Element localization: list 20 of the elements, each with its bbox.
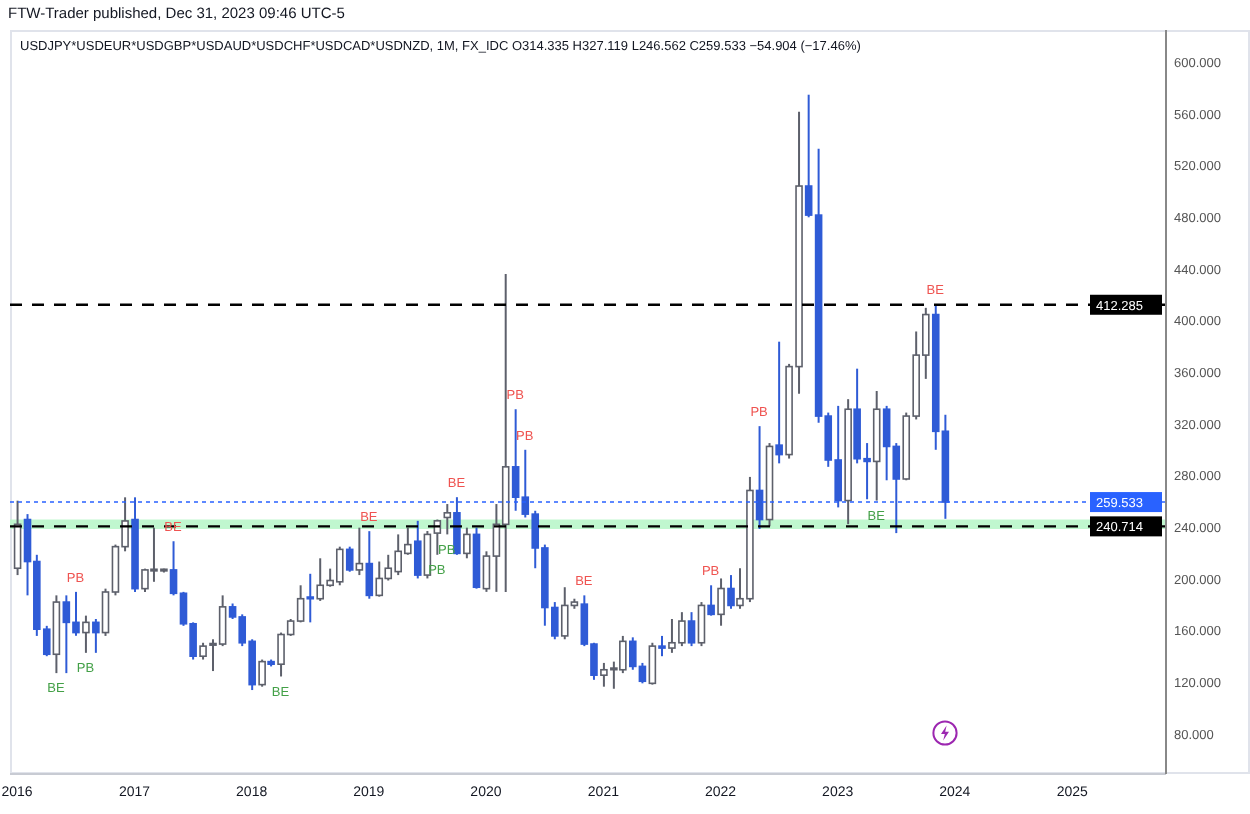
candlestick: [345, 545, 354, 573]
candlestick: [707, 584, 715, 617]
candlestick: [375, 560, 384, 598]
candlestick: [365, 530, 374, 600]
candlestick: [443, 503, 452, 536]
candlestick: [82, 614, 90, 654]
candlestick: [453, 496, 461, 556]
candlestick: [775, 340, 783, 465]
candlestick: [413, 519, 422, 580]
candlestick: [306, 572, 315, 624]
candlestick: [727, 574, 735, 610]
candlestick: [717, 577, 725, 627]
candlestick: [687, 611, 696, 648]
candlestick: [355, 526, 364, 577]
candlestick: [648, 641, 657, 686]
candlestick: [258, 658, 266, 688]
candlestick: [92, 618, 100, 654]
candlestick: [697, 601, 706, 648]
candlestick: [658, 634, 666, 658]
candlestick: [463, 526, 471, 560]
